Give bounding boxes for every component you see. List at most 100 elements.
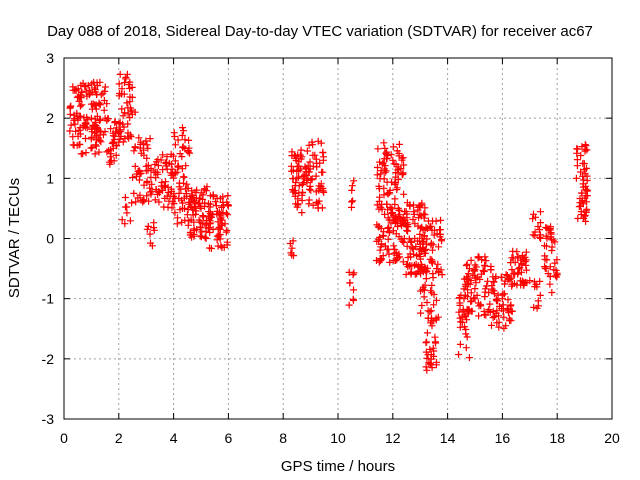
data-point	[171, 133, 179, 140]
data-point	[163, 192, 171, 200]
x-tick-label: 16	[495, 430, 511, 446]
data-point	[507, 307, 515, 315]
data-point	[403, 242, 411, 250]
data-point	[423, 235, 431, 243]
y-tick-label: -2	[42, 351, 55, 367]
data-point	[87, 114, 95, 122]
data-point	[131, 162, 139, 170]
data-point	[126, 85, 134, 92]
data-point	[409, 216, 417, 223]
data-point	[184, 221, 192, 229]
data-point	[375, 223, 383, 230]
y-axis-label: SDTVAR / TECUs	[6, 178, 23, 298]
data-point	[175, 189, 183, 197]
data-point	[428, 281, 436, 289]
data-point	[384, 235, 392, 243]
data-point	[82, 87, 90, 95]
data-point	[218, 203, 226, 211]
data-point	[287, 162, 295, 170]
data-point	[92, 142, 100, 150]
y-tick-label: -1	[42, 291, 55, 307]
data-point	[375, 236, 383, 244]
data-point	[460, 295, 468, 303]
data-point	[197, 204, 205, 212]
data-point	[107, 125, 115, 133]
data-point	[118, 216, 126, 224]
data-point	[481, 261, 489, 269]
data-point	[579, 172, 587, 180]
data-point	[480, 308, 488, 315]
data-point	[207, 200, 214, 208]
data-point	[423, 366, 431, 374]
data-point	[192, 210, 199, 218]
data-point	[157, 156, 165, 164]
data-point	[485, 289, 493, 297]
data-point	[578, 189, 586, 197]
data-point	[349, 271, 357, 279]
data-point	[411, 270, 419, 278]
data-point	[209, 193, 217, 200]
data-point	[288, 148, 296, 156]
data-point	[123, 99, 131, 107]
data-point	[200, 213, 207, 221]
data-point	[221, 220, 229, 228]
data-point	[86, 86, 94, 94]
data-point	[407, 268, 415, 276]
data-point	[466, 265, 473, 273]
data-point	[402, 271, 410, 278]
data-point	[101, 114, 109, 122]
data-point	[66, 127, 74, 135]
data-point	[123, 70, 131, 78]
data-point	[76, 102, 84, 110]
data-point	[463, 333, 471, 341]
data-point	[383, 178, 391, 186]
data-point	[213, 207, 221, 215]
data-point	[526, 277, 534, 285]
data-point	[455, 351, 463, 358]
data-point	[150, 219, 158, 227]
data-point	[377, 170, 385, 178]
data-point	[101, 128, 109, 136]
data-point	[518, 252, 526, 259]
data-point	[455, 308, 463, 316]
data-point	[482, 311, 490, 319]
data-point	[346, 279, 354, 287]
data-point	[467, 256, 475, 264]
data-point	[516, 264, 524, 271]
data-point	[107, 150, 115, 158]
data-point	[553, 256, 561, 264]
x-tick-label: 6	[225, 430, 233, 446]
data-point	[219, 198, 227, 206]
data-point	[116, 70, 124, 78]
data-point	[126, 93, 134, 101]
data-point	[144, 144, 152, 152]
x-tick-label: 20	[604, 430, 620, 446]
data-point	[403, 223, 410, 230]
data-point	[421, 211, 429, 219]
data-point	[381, 168, 389, 176]
data-point	[416, 253, 424, 260]
data-point	[124, 110, 132, 118]
data-point	[432, 361, 440, 369]
data-point	[123, 209, 131, 217]
data-point	[91, 150, 99, 158]
data-point	[456, 340, 464, 348]
data-point	[69, 86, 77, 94]
data-point	[122, 73, 130, 81]
x-tick-label: 14	[440, 430, 456, 446]
data-point	[223, 227, 231, 234]
data-point	[305, 196, 313, 204]
data-point	[309, 151, 317, 159]
data-point	[216, 235, 224, 243]
data-point	[375, 197, 383, 205]
data-point	[111, 118, 119, 126]
data-point	[144, 222, 152, 230]
data-point	[148, 180, 156, 188]
data-point	[126, 131, 134, 139]
data-point	[434, 260, 442, 268]
data-point	[120, 90, 128, 98]
data-point	[130, 189, 138, 197]
data-point	[71, 120, 79, 128]
data-point	[520, 279, 528, 287]
